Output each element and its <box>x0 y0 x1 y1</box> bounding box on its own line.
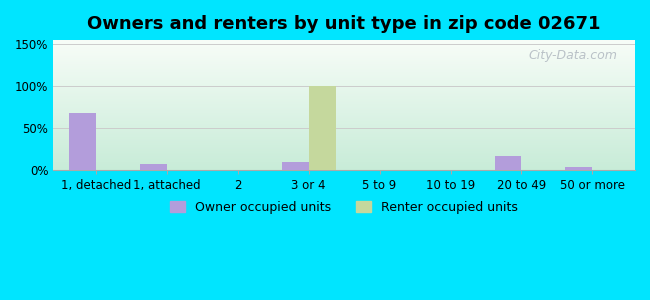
Title: Owners and renters by unit type in zip code 02671: Owners and renters by unit type in zip c… <box>87 15 601 33</box>
Bar <box>495 156 521 170</box>
Legend: Owner occupied units, Renter occupied units: Owner occupied units, Renter occupied un… <box>165 196 523 219</box>
Bar <box>566 167 592 170</box>
Text: City-Data.com: City-Data.com <box>528 49 618 62</box>
Bar <box>140 164 167 170</box>
Bar <box>309 86 335 170</box>
Bar <box>69 113 96 170</box>
Bar <box>281 162 309 170</box>
